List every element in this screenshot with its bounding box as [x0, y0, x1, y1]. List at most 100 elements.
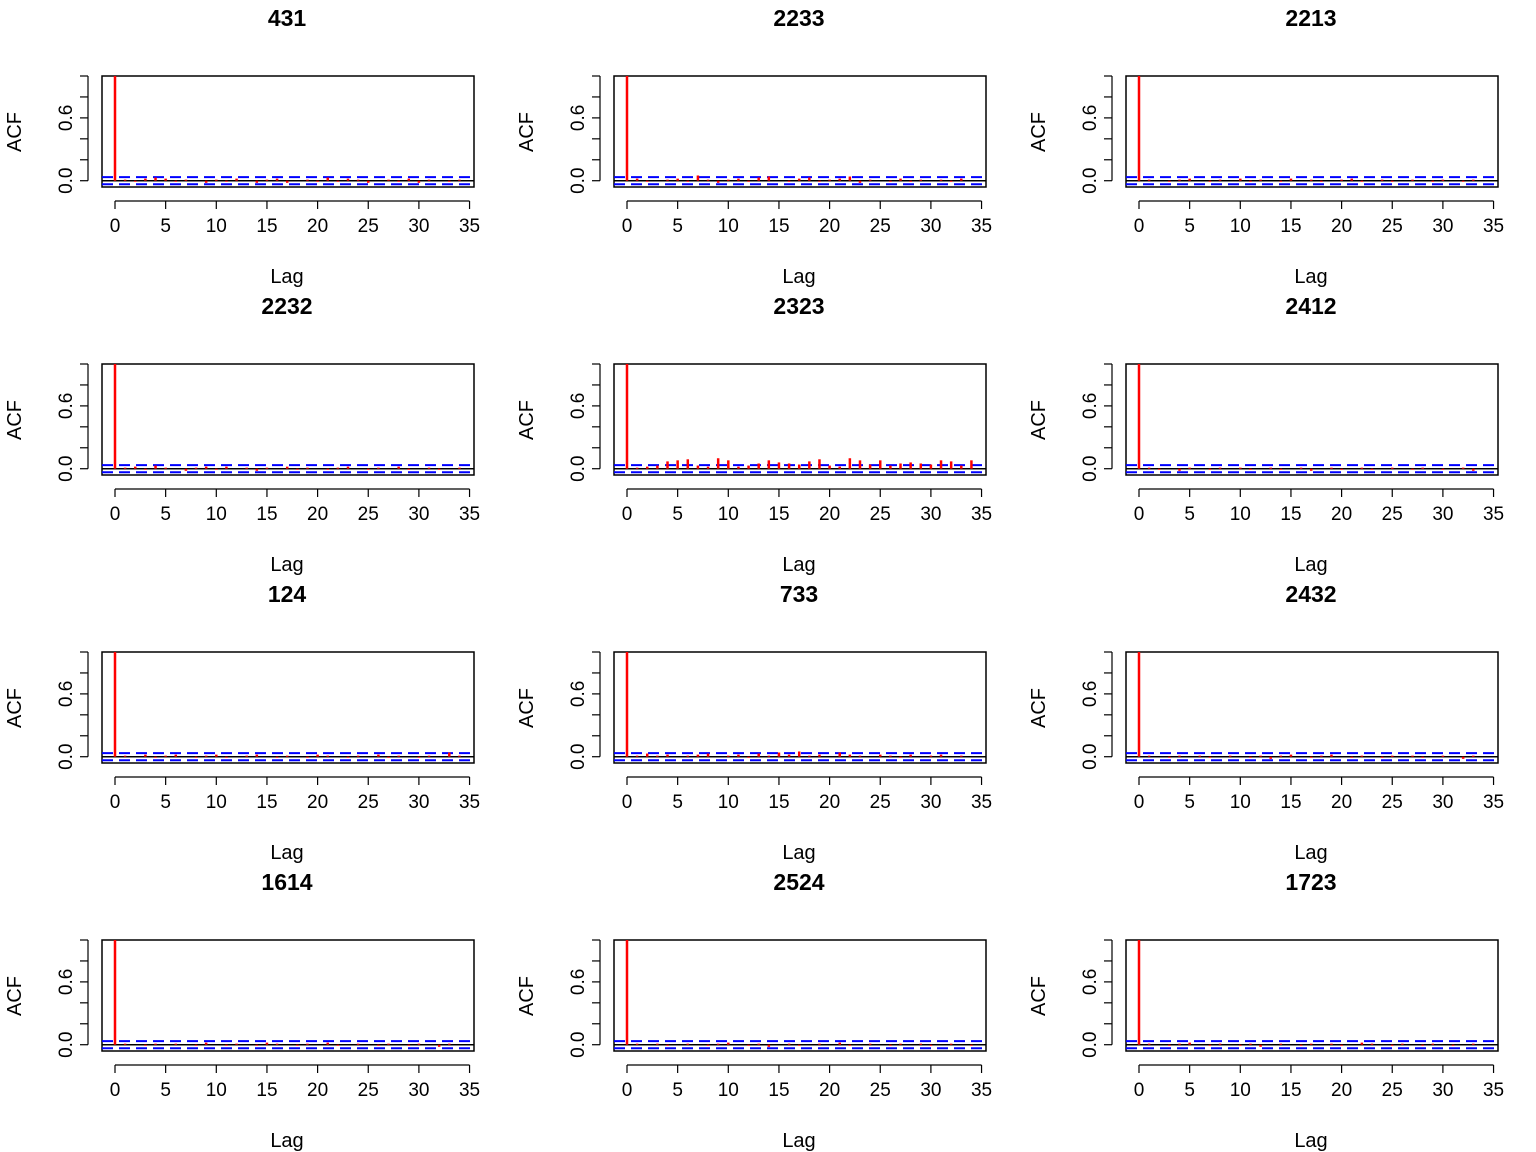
- acf-panel-733: 733 0 5 10 15 20 25 30 35 0.0 0.6 Lag ACF: [512, 576, 1024, 864]
- y-axis-label: ACF: [516, 976, 538, 1016]
- x-axis-label: Lag: [1294, 1130, 1327, 1152]
- acf-chart: 2213 0 5 10 15 20 25 30 35 0.0 0.6 Lag ACF: [1028, 5, 1504, 288]
- plot-frame: [613, 363, 987, 476]
- acf-chart: 2412 0 5 10 15 20 25 30 35 0.0 0.6 Lag ACF: [1028, 293, 1504, 576]
- acf-chart: 2432 0 5 10 15 20 25 30 35 0.0 0.6 Lag ACF: [1028, 581, 1504, 864]
- y-tick-label: 0.0: [56, 168, 77, 194]
- x-tick-label: 5: [672, 792, 683, 813]
- x-tick-label: 25: [1382, 216, 1403, 237]
- x-tick-label: 25: [358, 1080, 379, 1101]
- x-tick-label: 30: [1432, 216, 1453, 237]
- x-axis-label: Lag: [270, 842, 303, 864]
- x-tick-label: 35: [1483, 216, 1504, 237]
- x-tick-label: 25: [870, 792, 891, 813]
- acf-panel-2323: 2323 0 5 10 15 20 25 30 35 0.0 0.6 Lag ACF: [512, 288, 1024, 576]
- x-axis-label: Lag: [782, 266, 815, 288]
- x-tick-label: 30: [408, 792, 429, 813]
- x-tick-label: 25: [870, 216, 891, 237]
- acf-panel-2213: 2213 0 5 10 15 20 25 30 35 0.0 0.6 Lag ACF: [1024, 0, 1536, 288]
- x-tick-label: 15: [256, 1080, 277, 1101]
- x-tick-label: 10: [1230, 1080, 1251, 1101]
- acf-panel-124: 124 0 5 10 15 20 25 30 35 0.0 0.6 Lag ACF: [0, 576, 512, 864]
- x-tick-label: 20: [819, 216, 840, 237]
- chart-title: 733: [780, 581, 818, 607]
- y-tick-label: 0.0: [1080, 1032, 1101, 1058]
- x-tick-label: 5: [160, 216, 171, 237]
- y-axis-label: ACF: [4, 976, 26, 1016]
- chart-title: 431: [268, 5, 307, 31]
- acf-panel-2233: 2233 0 5 10 15 20 25 30 35 0.0 0.6 Lag ACF: [512, 0, 1024, 288]
- x-tick-label: 5: [1184, 792, 1195, 813]
- x-tick-label: 10: [718, 504, 739, 525]
- y-tick-label: 0.6: [56, 393, 77, 419]
- plot-frame: [613, 651, 987, 764]
- x-tick-label: 35: [971, 792, 992, 813]
- x-tick-label: 5: [672, 504, 683, 525]
- x-tick-label: 25: [1382, 504, 1403, 525]
- x-tick-label: 15: [1280, 504, 1301, 525]
- x-tick-label: 20: [1331, 1080, 1352, 1101]
- x-tick-label: 20: [307, 504, 328, 525]
- x-tick-label: 35: [459, 792, 480, 813]
- y-axis-label: ACF: [4, 688, 26, 728]
- x-tick-label: 10: [206, 1080, 227, 1101]
- acf-panel-2524: 2524 0 5 10 15 20 25 30 35 0.0 0.6 Lag ACF: [512, 864, 1024, 1152]
- plot-frame: [1125, 75, 1499, 188]
- x-tick-label: 30: [920, 216, 941, 237]
- acf-chart: 124 0 5 10 15 20 25 30 35 0.0 0.6 Lag ACF: [4, 581, 480, 864]
- x-tick-label: 25: [1382, 792, 1403, 813]
- x-tick-label: 20: [307, 1080, 328, 1101]
- x-tick-label: 35: [459, 216, 480, 237]
- y-axis-label: ACF: [4, 112, 26, 152]
- plot-frame: [613, 939, 987, 1052]
- x-tick-label: 30: [408, 216, 429, 237]
- y-tick-label: 0.6: [1080, 105, 1101, 131]
- y-tick-label: 0.0: [568, 456, 589, 482]
- y-tick-label: 0.6: [568, 393, 589, 419]
- x-tick-label: 15: [256, 792, 277, 813]
- y-tick-label: 0.0: [568, 1032, 589, 1058]
- chart-title: 1723: [1285, 869, 1336, 895]
- x-tick-label: 20: [1331, 504, 1352, 525]
- x-tick-label: 10: [1230, 792, 1251, 813]
- acf-panel-1614: 1614 0 5 10 15 20 25 30 35 0.0 0.6 Lag ACF: [0, 864, 512, 1152]
- x-tick-label: 0: [622, 504, 633, 525]
- chart-title: 124: [268, 581, 307, 607]
- y-axis-label: ACF: [1028, 400, 1050, 440]
- y-tick-label: 0.6: [1080, 393, 1101, 419]
- y-tick-label: 0.0: [56, 456, 77, 482]
- y-axis-label: ACF: [4, 400, 26, 440]
- x-tick-label: 0: [1134, 1080, 1145, 1101]
- acf-panel-2232: 2232 0 5 10 15 20 25 30 35 0.0 0.6 Lag ACF: [0, 288, 512, 576]
- x-tick-label: 5: [1184, 1080, 1195, 1101]
- x-tick-label: 15: [256, 216, 277, 237]
- x-tick-label: 35: [1483, 1080, 1504, 1101]
- y-tick-label: 0.0: [56, 1032, 77, 1058]
- x-tick-label: 0: [110, 1080, 121, 1101]
- plot-frame: [1125, 363, 1499, 476]
- x-tick-label: 20: [819, 1080, 840, 1101]
- x-tick-label: 5: [672, 1080, 683, 1101]
- acf-chart: 2524 0 5 10 15 20 25 30 35 0.0 0.6 Lag ACF: [516, 869, 992, 1152]
- x-tick-label: 25: [870, 1080, 891, 1101]
- y-axis-label: ACF: [1028, 976, 1050, 1016]
- chart-title: 2524: [773, 869, 824, 895]
- x-tick-label: 30: [1432, 504, 1453, 525]
- x-tick-label: 35: [459, 504, 480, 525]
- x-tick-label: 5: [672, 216, 683, 237]
- x-tick-label: 15: [768, 1080, 789, 1101]
- acf-chart: 2233 0 5 10 15 20 25 30 35 0.0 0.6 Lag ACF: [516, 5, 992, 288]
- x-tick-label: 0: [622, 792, 633, 813]
- x-tick-label: 10: [206, 504, 227, 525]
- chart-title: 2232: [261, 293, 312, 319]
- x-tick-label: 5: [160, 504, 171, 525]
- x-tick-label: 25: [358, 216, 379, 237]
- x-axis-label: Lag: [1294, 842, 1327, 864]
- x-tick-label: 30: [920, 792, 941, 813]
- y-tick-label: 0.6: [56, 681, 77, 707]
- x-tick-label: 5: [1184, 504, 1195, 525]
- x-tick-label: 20: [819, 504, 840, 525]
- x-tick-label: 0: [1134, 216, 1145, 237]
- x-tick-label: 20: [819, 792, 840, 813]
- plot-frame: [1125, 939, 1499, 1052]
